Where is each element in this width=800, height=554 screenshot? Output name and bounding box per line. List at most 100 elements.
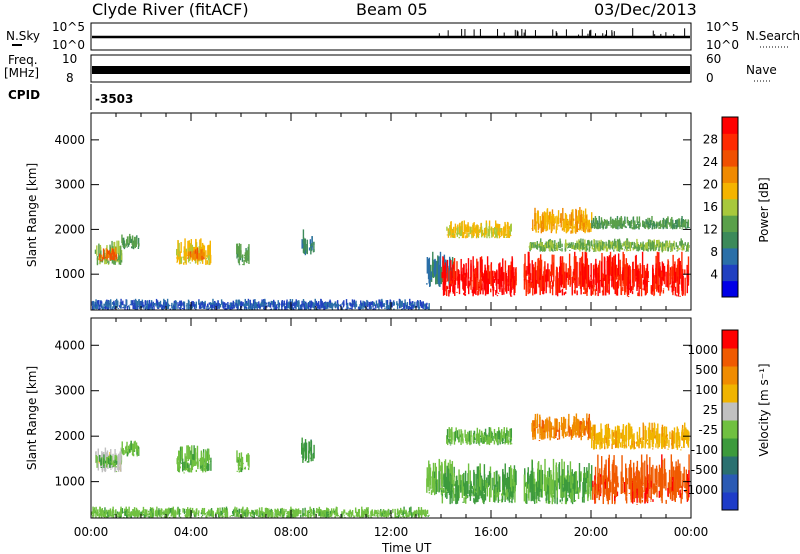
velocity-cell: [661, 468, 663, 496]
velocity-cell: [552, 425, 554, 430]
power-cell: [661, 248, 664, 252]
power-cell: [624, 240, 627, 247]
velocity-cell: [652, 440, 654, 445]
power-cell: [632, 269, 634, 278]
power-cell: [683, 247, 685, 251]
power-cell: [204, 303, 206, 307]
power-cell: [564, 248, 566, 250]
power-cell: [398, 298, 401, 306]
velocity-cell: [447, 468, 450, 487]
power-cell: [573, 256, 576, 278]
velocity-cell: [636, 503, 638, 505]
velocity-cell: [474, 438, 476, 440]
velocity-cell: [543, 474, 546, 492]
power-cell: [107, 259, 109, 261]
power-cell: [487, 265, 490, 283]
power-cell: [575, 256, 577, 279]
power-cell: [510, 278, 512, 297]
power-cell: [107, 263, 110, 265]
power-cell: [602, 225, 605, 229]
power-cell: [613, 242, 615, 247]
power-cell: [609, 251, 612, 275]
power-cell: [402, 308, 404, 310]
velocity-cell: [490, 431, 493, 439]
power-cell: [469, 226, 472, 234]
power-cell: [503, 227, 505, 238]
power-cell: [633, 228, 635, 230]
power-cell: [256, 306, 259, 309]
velocity-cell: [303, 443, 305, 452]
velocity-cell: [441, 490, 444, 504]
velocity-cell: [534, 430, 536, 440]
velocity-cell: [98, 454, 101, 462]
velocity-cell: [115, 466, 117, 468]
velocity-cell: [101, 461, 104, 473]
power-cell: [248, 305, 250, 308]
velocity-cell: [110, 468, 112, 470]
velocity-cell: [638, 440, 640, 446]
velocity-cell: [449, 459, 451, 481]
power-cell: [649, 242, 652, 251]
power-blob: [446, 220, 512, 239]
power-cell: [615, 292, 618, 296]
velocity-cell: [593, 440, 596, 449]
power-cell: [679, 295, 681, 297]
power-cell: [242, 301, 244, 306]
power-cell: [418, 307, 420, 310]
velocity-cell: [483, 432, 486, 437]
velocity-cell: [476, 432, 479, 442]
power-cell: [107, 254, 109, 259]
velocity-cell: [497, 431, 499, 440]
velocity-cell: [597, 454, 599, 484]
power-cell: [648, 223, 650, 228]
power-cell: [304, 246, 307, 253]
power-cell: [533, 242, 535, 249]
velocity-cell: [459, 474, 461, 488]
power-cell: [452, 278, 455, 294]
power-cell: [469, 277, 472, 286]
velocity-cell: [440, 473, 443, 480]
velocity-cell: [574, 432, 577, 435]
velocity-cell: [495, 487, 497, 501]
power-cell: [555, 266, 558, 293]
velocity-cell: [642, 441, 644, 448]
power-cell: [94, 304, 96, 310]
power-cell: [201, 301, 204, 305]
velocity-cell: [536, 427, 538, 429]
power-cell: [507, 265, 510, 287]
velocity-cell: [467, 463, 470, 484]
power-cell: [677, 259, 679, 277]
power-cell: [659, 268, 661, 293]
velocity-cell: [616, 439, 618, 448]
power-cell: [251, 303, 253, 309]
velocity-cell: [306, 461, 309, 463]
cpid-label: CPID: [8, 88, 40, 102]
velocity-cell: [208, 463, 210, 471]
power-cell: [656, 269, 659, 289]
velocity-cell: [574, 499, 577, 502]
power-cell: [471, 289, 474, 294]
velocity-cell: [436, 479, 439, 492]
velocity-cell: [237, 464, 240, 466]
power-cell: [401, 300, 403, 308]
power-cell: [489, 228, 491, 231]
power-cell: [617, 244, 620, 252]
power-cell: [609, 244, 611, 250]
velocity-cell: [616, 476, 619, 487]
power-cell: [626, 240, 629, 248]
power-cell: [676, 295, 678, 297]
power-cell: [605, 245, 608, 252]
power-cell: [658, 249, 660, 252]
velocity-cell: [499, 476, 501, 492]
power-cell: [636, 226, 638, 228]
power-cell: [635, 254, 637, 276]
velocity-cell: [646, 439, 649, 442]
velocity-cell: [657, 423, 659, 440]
velocity-cell: [495, 437, 498, 439]
power-cell: [137, 305, 139, 308]
power-cell: [509, 229, 511, 236]
power-cell: [473, 229, 475, 237]
power-cell: [114, 247, 117, 255]
power-cell: [607, 290, 609, 293]
velocity-cell: [205, 458, 207, 466]
